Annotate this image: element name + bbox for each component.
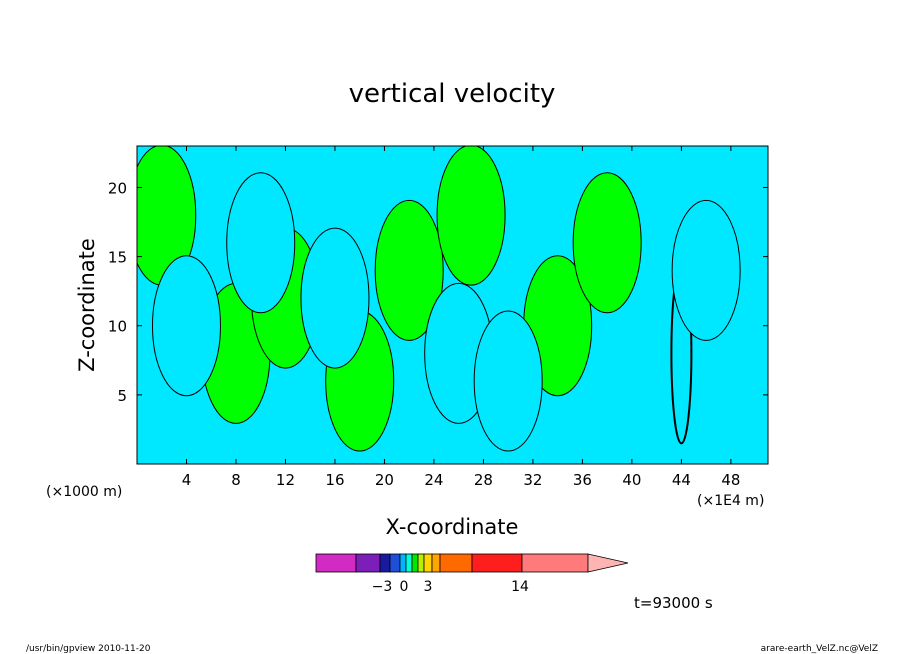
field-cell-14 [671,199,741,341]
colorbar-tick-label-3: 14 [511,579,529,595]
footer-left: /usr/bin/gpview 2010-11-20 [26,644,151,654]
x-tick-label-9: 40 [622,471,641,489]
field-cell-10 [226,172,296,314]
y-axis: 5 10 15 20 [108,179,768,405]
footer-right: arare-earth_VelZ.nc@VelZ [761,644,878,654]
colorbar-segment-1 [355,553,381,573]
x-axis: 4 8 12 16 20 24 28 32 36 40 44 48 [182,146,740,489]
x-tick-label-10: 44 [672,471,691,489]
field-cell-11 [300,227,370,369]
x-tick-label-0: 4 [182,471,192,489]
velocity-field [137,146,741,452]
x-tick-label-4: 20 [375,471,394,489]
colorbar-arrow [587,553,629,573]
field-cell-7 [572,172,642,314]
y-tick-label-0: 5 [117,387,127,405]
field-cell-4 [374,199,444,341]
x-tick-label-2: 12 [276,471,295,489]
colorbar-tick-label-0: −3 [372,579,393,595]
y-tick-label-1: 10 [108,318,127,336]
colorbar-segment-8 [423,553,433,573]
colorbar-segment-5 [405,553,413,573]
time-label: t=93000 s [634,594,713,612]
colorbar-segment-4 [399,553,407,573]
colorbar [315,553,629,573]
x-tick-label-8: 36 [573,471,592,489]
colorbar-segment-0 [315,553,357,573]
x-axis-label: X-coordinate [386,515,519,539]
colorbar-segment-9 [431,553,441,573]
x-tick-label-5: 24 [424,471,443,489]
field-cell-9 [151,255,221,397]
colorbar-segment-3 [389,553,401,573]
colorbar-segment-7 [417,553,425,573]
x-tick-label-3: 16 [325,471,344,489]
colorbar-segment-10 [439,553,473,573]
plot-area [137,146,768,464]
colorbar-segment-2 [379,553,391,573]
x-tick-label-6: 28 [474,471,493,489]
x-tick-label-11: 48 [721,471,740,489]
x-unit-label-right: (×1E4 m) [697,493,764,509]
plot-frame [136,145,769,465]
colorbar-tick-label-1: 0 [400,579,409,595]
y-axis-label: Z-coordinate [75,238,99,372]
colorbar-segment-12 [521,553,589,573]
colorbar-segment-11 [471,553,523,573]
colorbar-tick-labels: −3 0 3 14 [372,579,529,595]
field-cell-5 [436,146,506,286]
x-unit-label: (×1000 m) [46,484,122,500]
colorbar-tick-label-2: 3 [424,579,433,595]
x-tick-label-1: 8 [231,471,241,489]
y-tick-label-2: 15 [108,249,127,267]
field-cell-13 [473,310,543,452]
colorbar-segment-6 [411,553,419,573]
chart-title: vertical velocity [349,79,556,109]
y-tick-label-3: 20 [108,179,127,197]
x-tick-label-7: 32 [523,471,542,489]
